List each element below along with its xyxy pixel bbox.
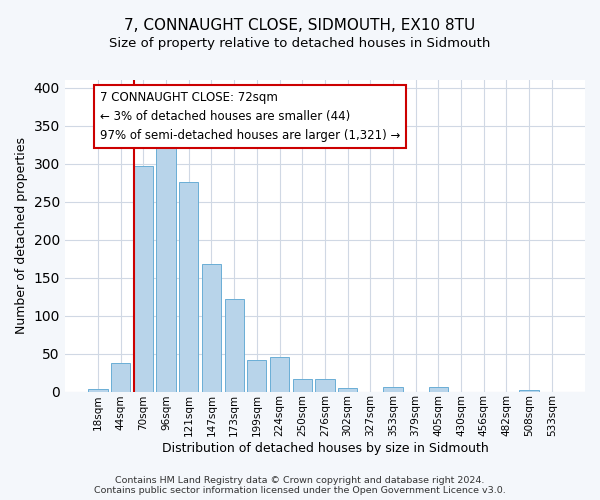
Bar	[134, 166, 153, 392]
Bar	[247, 360, 266, 392]
Bar	[111, 364, 130, 392]
Text: 7, CONNAUGHT CLOSE, SIDMOUTH, EX10 8TU: 7, CONNAUGHT CLOSE, SIDMOUTH, EX10 8TU	[124, 18, 476, 32]
Bar	[157, 142, 176, 392]
Bar	[270, 356, 289, 392]
Text: Contains HM Land Registry data © Crown copyright and database right 2024.
Contai: Contains HM Land Registry data © Crown c…	[94, 476, 506, 495]
Y-axis label: Number of detached properties: Number of detached properties	[15, 138, 28, 334]
Bar	[293, 380, 312, 392]
Bar	[428, 387, 448, 392]
Bar	[224, 299, 244, 392]
X-axis label: Distribution of detached houses by size in Sidmouth: Distribution of detached houses by size …	[161, 442, 488, 455]
Bar	[338, 388, 357, 392]
Bar	[179, 182, 199, 392]
Text: 7 CONNAUGHT CLOSE: 72sqm
← 3% of detached houses are smaller (44)
97% of semi-de: 7 CONNAUGHT CLOSE: 72sqm ← 3% of detache…	[100, 92, 400, 142]
Text: Size of property relative to detached houses in Sidmouth: Size of property relative to detached ho…	[109, 38, 491, 51]
Bar	[88, 388, 108, 392]
Bar	[520, 390, 539, 392]
Bar	[202, 264, 221, 392]
Bar	[315, 378, 335, 392]
Bar	[383, 387, 403, 392]
